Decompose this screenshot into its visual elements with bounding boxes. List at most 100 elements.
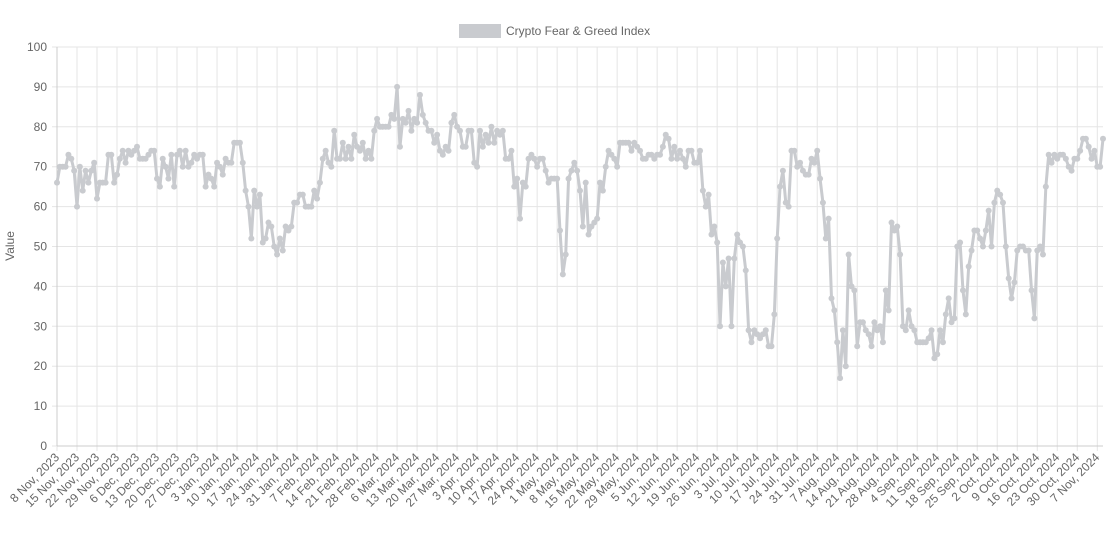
data-point bbox=[868, 343, 875, 350]
data-point bbox=[842, 363, 849, 370]
data-point bbox=[505, 155, 512, 162]
data-point bbox=[94, 195, 101, 202]
data-point bbox=[817, 175, 824, 182]
data-point bbox=[348, 155, 355, 162]
data-point bbox=[742, 267, 749, 274]
data-point bbox=[448, 119, 455, 126]
data-point bbox=[602, 163, 609, 170]
data-point bbox=[236, 139, 243, 146]
data-point bbox=[276, 235, 283, 242]
data-point bbox=[62, 163, 69, 170]
data-point bbox=[116, 155, 123, 162]
data-point bbox=[414, 119, 421, 126]
data-point bbox=[1082, 135, 1089, 142]
data-point bbox=[1002, 243, 1009, 250]
data-point bbox=[534, 163, 541, 170]
data-point bbox=[1085, 143, 1092, 150]
data-point bbox=[468, 127, 475, 134]
data-point bbox=[739, 243, 746, 250]
data-point bbox=[279, 247, 286, 254]
data-point bbox=[316, 179, 323, 186]
data-point bbox=[202, 183, 209, 190]
data-point bbox=[925, 335, 932, 342]
data-point bbox=[694, 159, 701, 166]
data-point bbox=[451, 111, 458, 118]
data-point bbox=[182, 147, 189, 154]
data-point bbox=[1088, 155, 1095, 162]
data-point bbox=[839, 327, 846, 334]
data-point bbox=[828, 295, 835, 302]
data-point bbox=[779, 167, 786, 174]
data-point bbox=[159, 155, 166, 162]
data-point bbox=[682, 163, 689, 170]
y-axis-title: Value bbox=[3, 231, 17, 261]
data-point bbox=[419, 111, 426, 118]
data-point bbox=[668, 155, 675, 162]
y-tick-label: 40 bbox=[34, 279, 48, 293]
data-point bbox=[431, 139, 438, 146]
data-point bbox=[934, 351, 941, 358]
legend-label: Crypto Fear & Greed Index bbox=[506, 24, 650, 38]
data-point bbox=[359, 139, 366, 146]
data-point bbox=[965, 263, 972, 270]
data-point bbox=[625, 139, 632, 146]
data-point bbox=[154, 175, 161, 182]
data-point bbox=[894, 223, 901, 230]
y-tick-label: 20 bbox=[34, 359, 48, 373]
data-point bbox=[256, 191, 263, 198]
data-point bbox=[134, 143, 141, 150]
data-point bbox=[456, 127, 463, 134]
data-point bbox=[777, 183, 784, 190]
data-point bbox=[748, 339, 755, 346]
data-point bbox=[805, 171, 812, 178]
data-point bbox=[422, 119, 429, 126]
data-point bbox=[311, 187, 318, 194]
data-point bbox=[336, 155, 343, 162]
data-point bbox=[368, 155, 375, 162]
data-point bbox=[539, 155, 546, 162]
data-point bbox=[665, 135, 672, 142]
data-point bbox=[708, 231, 715, 238]
data-point bbox=[416, 91, 423, 98]
data-point bbox=[819, 199, 826, 206]
data-point bbox=[242, 187, 249, 194]
data-point bbox=[614, 163, 621, 170]
data-point bbox=[837, 375, 844, 382]
data-point bbox=[582, 179, 589, 186]
data-point bbox=[1037, 243, 1044, 250]
y-tick-label: 100 bbox=[27, 40, 47, 54]
data-point bbox=[179, 163, 186, 170]
data-point bbox=[76, 163, 83, 170]
data-point bbox=[762, 327, 769, 334]
data-point bbox=[508, 147, 515, 154]
data-point bbox=[774, 235, 781, 242]
data-point bbox=[822, 235, 829, 242]
data-point bbox=[374, 115, 381, 122]
data-point bbox=[251, 187, 258, 194]
data-point bbox=[88, 167, 95, 174]
data-point bbox=[331, 127, 338, 134]
data-point bbox=[362, 155, 369, 162]
data-point bbox=[888, 219, 895, 226]
data-point bbox=[697, 147, 704, 154]
data-point bbox=[476, 127, 483, 134]
data-point bbox=[657, 151, 664, 158]
y-tick-label: 10 bbox=[34, 399, 48, 413]
data-point bbox=[396, 143, 403, 150]
data-point bbox=[997, 191, 1004, 198]
data-point bbox=[219, 171, 226, 178]
data-point bbox=[71, 167, 78, 174]
data-point bbox=[239, 159, 246, 166]
data-point bbox=[911, 327, 918, 334]
data-point bbox=[725, 255, 732, 262]
data-point bbox=[176, 147, 183, 154]
data-point bbox=[671, 143, 678, 150]
y-tick-label: 80 bbox=[34, 120, 48, 134]
data-point bbox=[162, 163, 169, 170]
data-point bbox=[734, 231, 741, 238]
data-point bbox=[745, 327, 752, 334]
data-point bbox=[165, 175, 172, 182]
data-point bbox=[1008, 295, 1015, 302]
data-point bbox=[111, 179, 118, 186]
data-point bbox=[688, 147, 695, 154]
